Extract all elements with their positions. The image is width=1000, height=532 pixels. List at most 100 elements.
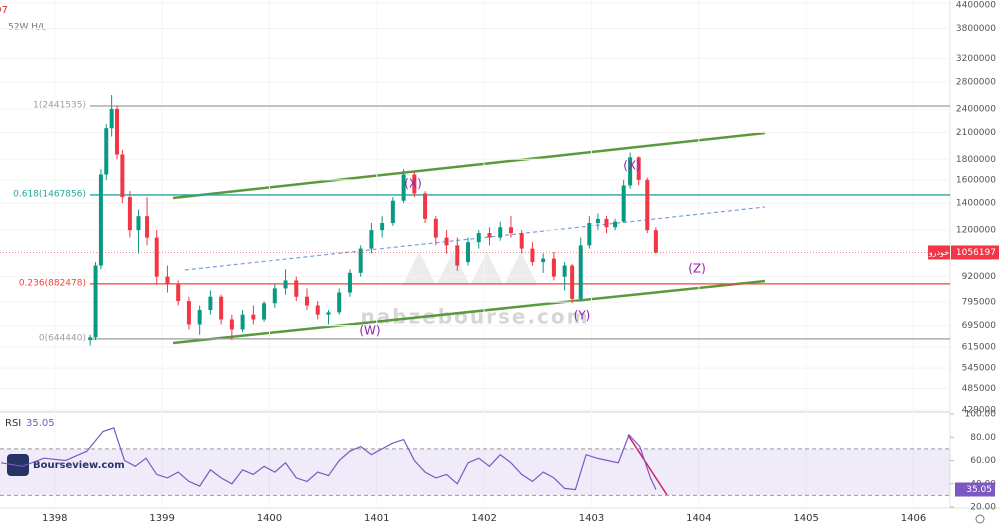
candle-body	[587, 223, 592, 246]
candle-body	[347, 272, 352, 293]
y-tick-label: 485000	[962, 384, 997, 394]
candle-body	[358, 248, 363, 273]
candle-body	[636, 157, 641, 180]
candle-body	[570, 265, 575, 299]
wave-label: (W)	[359, 324, 380, 338]
candle-body	[145, 216, 150, 238]
candle-body	[165, 276, 170, 285]
candle-body	[229, 319, 234, 330]
candle-body	[219, 296, 224, 320]
candle-body	[595, 218, 600, 224]
rsi-value-label: 35.05	[966, 485, 992, 495]
candle-body	[541, 258, 546, 263]
wave-label: (Y)	[574, 309, 591, 323]
candle-body	[93, 265, 98, 338]
y-tick-label: 2400000	[956, 104, 996, 114]
candle-body	[562, 265, 567, 277]
last-price-label: 1056197	[956, 248, 996, 258]
candle-body	[197, 310, 202, 325]
y-tick-label: 695000	[962, 321, 997, 331]
watermark-logo: ▲▲▲▲	[402, 240, 538, 291]
fib-label: 0(644440)	[39, 333, 86, 343]
y-tick-label: 3200000	[956, 54, 996, 64]
candle-body	[498, 227, 503, 238]
last-price-box	[951, 245, 999, 260]
y-tick-label: 2800000	[956, 78, 996, 88]
candle-body	[104, 128, 109, 175]
brand: Bourseview.com	[33, 460, 125, 471]
rsi-tick-label: 60.00	[970, 456, 996, 466]
y-tick-label: 3800000	[956, 24, 996, 34]
candle-body	[412, 174, 417, 194]
rsi-band	[0, 448, 950, 496]
y-tick-label: 920000	[962, 272, 997, 282]
candle-body	[120, 154, 125, 198]
candle-body	[369, 230, 374, 249]
header-item: 1056197	[0, 5, 8, 16]
candle-body	[455, 245, 460, 266]
candle-body	[604, 218, 609, 228]
candle-body	[401, 174, 406, 201]
candle-body	[251, 314, 256, 320]
candle-body	[433, 218, 438, 238]
candle-body	[653, 230, 658, 253]
trend-line	[172, 279, 766, 345]
candle-body	[115, 108, 120, 155]
candle-body	[315, 305, 320, 315]
header-line: 1056197آخرین1055382کمترین1080592بیشترین1…	[0, 3, 8, 16]
y-tick-label: 795000	[962, 298, 997, 308]
rsi-tick-label: 100.00	[965, 410, 997, 420]
candle-body	[578, 245, 583, 299]
y-tick-label: 429000	[962, 406, 997, 416]
candle-body	[136, 216, 141, 231]
candle-body	[326, 312, 331, 315]
candle-body	[109, 108, 114, 129]
rsi-title: RSI	[5, 418, 21, 429]
candle-body	[337, 292, 342, 313]
x-tick-label: 1401	[364, 513, 389, 524]
y-tick-label: 1200000	[956, 226, 996, 236]
fib-label: 0.236(882478)	[19, 278, 86, 288]
candle-body	[380, 223, 385, 231]
rsi-tick-label: 20.00	[970, 503, 996, 513]
y-tick-label: 1400000	[956, 199, 996, 209]
y-tick-label: 4400000	[956, 1, 996, 11]
y-tick-label: 1800000	[956, 155, 996, 165]
candle-body	[294, 280, 299, 297]
rsi-tick-label: 80.00	[970, 433, 996, 443]
candle-body	[390, 200, 395, 224]
x-tick-label: 1398	[42, 513, 67, 524]
brand-box	[5, 452, 110, 478]
fib-label: 1(2441535)	[33, 100, 86, 110]
y-tick-label: 2100000	[956, 128, 996, 138]
rsi-trend-line	[627, 434, 668, 496]
candle-body	[628, 157, 633, 186]
candle-body	[551, 258, 556, 277]
candle-body	[444, 237, 449, 246]
candle-body	[423, 193, 428, 219]
x-tick-label: 1400	[257, 513, 282, 524]
settings-icon[interactable]	[975, 514, 985, 524]
candle-body	[519, 233, 524, 249]
mid-line	[184, 206, 766, 271]
wave-label: (Z)	[688, 262, 706, 276]
x-tick-label: 1403	[579, 513, 604, 524]
x-tick-label: 1402	[471, 513, 496, 524]
candle-body	[508, 227, 513, 234]
candle-body	[176, 284, 181, 302]
candle-body	[127, 197, 132, 231]
rsi-current: 35.05	[26, 418, 55, 429]
symbol-box	[928, 245, 950, 260]
candle-body	[487, 233, 492, 238]
candle-body	[530, 248, 535, 263]
header: 1056197آخرین1055382کمترین1080592بیشترین1…	[0, 3, 8, 16]
candle-body	[240, 314, 245, 330]
wave-label: (X)	[404, 177, 422, 191]
candle-body	[305, 296, 310, 306]
x-tick-label: 1404	[686, 513, 711, 524]
symbol-label: خودرو	[928, 248, 949, 257]
candle-body	[283, 280, 288, 289]
